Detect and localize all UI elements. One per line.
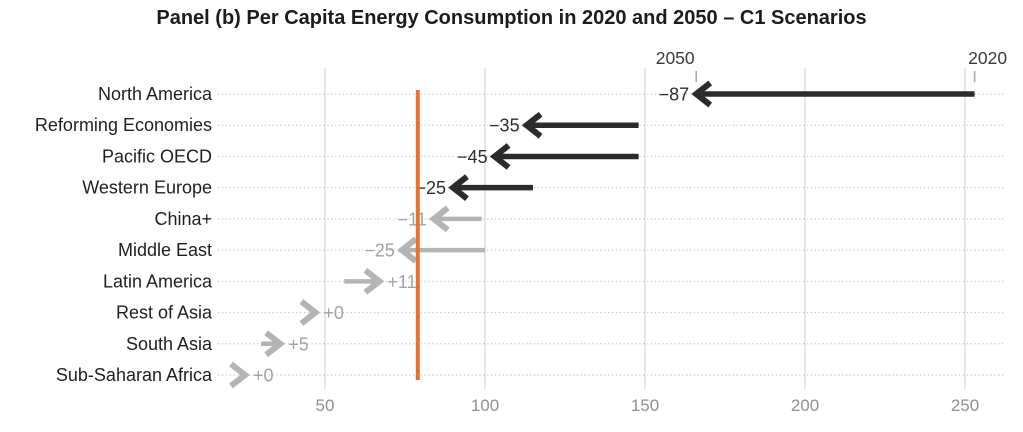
change-label-south-asia: +5 — [288, 334, 309, 354]
chart-title: Panel (b) Per Capita Energy Consumption … — [156, 7, 867, 29]
arrow-head-latin-america — [363, 267, 385, 295]
region-label-reforming-economies: Reforming Economies — [35, 115, 212, 135]
arrow-head-middle-east — [396, 236, 418, 264]
x-tick-label-50: 50 — [316, 396, 335, 415]
arrow-head-western-europe — [448, 174, 469, 202]
x-tick-label-250: 250 — [951, 396, 979, 415]
change-label-western-europe: −25 — [415, 178, 446, 198]
region-label-sub-saharan-africa: Sub-Saharan Africa — [56, 365, 213, 385]
arrow-head-sub-saharan-africa — [229, 361, 250, 389]
region-label-south-asia: South Asia — [126, 334, 213, 354]
region-label-north-america: North America — [98, 84, 213, 104]
change-label-china: −11 — [398, 209, 427, 229]
arrow-head-south-asia — [264, 330, 286, 358]
change-label-middle-east: −25 — [364, 241, 395, 261]
top-label-2050: 2050 — [656, 48, 695, 68]
arrow-head-china — [428, 205, 450, 233]
change-label-sub-saharan-africa: +0 — [253, 365, 274, 385]
change-label-latin-america: +11 — [387, 272, 416, 292]
x-tick-label-200: 200 — [791, 396, 819, 415]
region-label-middle-east: Middle East — [118, 240, 212, 260]
region-label-rest-of-asia: Rest of Asia — [116, 303, 213, 323]
top-label-2020: 2020 — [968, 48, 1007, 68]
change-label-north-america: −87 — [659, 85, 690, 105]
arrow-head-reforming-economies — [521, 111, 543, 139]
region-label-pacific-oecd: Pacific OECD — [102, 146, 212, 166]
region-label-western-europe: Western Europe — [82, 178, 212, 198]
x-tick-label-100: 100 — [471, 396, 499, 415]
region-label-china: China+ — [154, 209, 212, 229]
x-tick-label-150: 150 — [631, 396, 659, 415]
region-label-latin-america: Latin America — [103, 271, 213, 291]
change-label-rest-of-asia: +0 — [323, 303, 344, 323]
arrow-head-north-america — [691, 80, 713, 108]
arrow-head-rest-of-asia — [299, 299, 321, 326]
change-label-pacific-oecd: −45 — [457, 147, 488, 167]
change-label-reforming-economies: −35 — [489, 116, 520, 136]
arrow-head-pacific-oecd — [489, 143, 511, 170]
